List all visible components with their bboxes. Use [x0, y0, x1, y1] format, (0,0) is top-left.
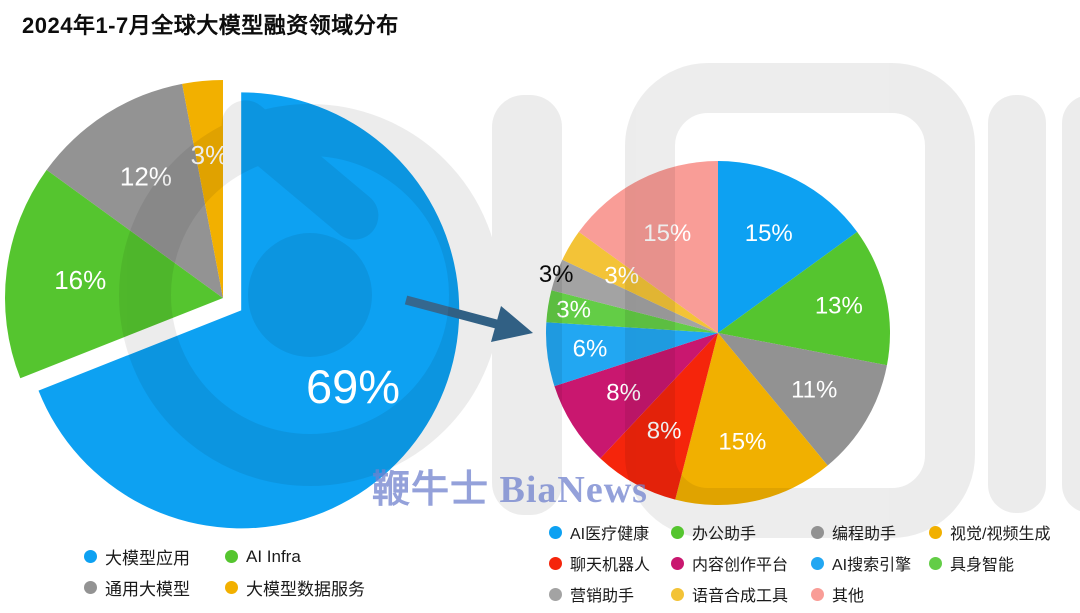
legend-label: 聊天机器人	[570, 557, 651, 574]
legend-item-语音合成工具: 语音合成工具	[671, 582, 811, 606]
legend-swatch-icon	[811, 556, 824, 570]
legend-swatch-icon	[929, 525, 942, 539]
legend-item-AI医疗健康: AI医疗健康	[549, 520, 671, 544]
percent-label-内容创作平台: 8%	[606, 379, 641, 406]
legend-item-大模型数据服务: 大模型数据服务	[225, 575, 425, 600]
legend-item-视觉/视频生成: 视觉/视频生成	[929, 520, 1079, 544]
legend-item-具身智能: 具身智能	[929, 551, 1079, 575]
pie-slice-AI Infra	[5, 169, 224, 379]
pie-slice-编程助手	[718, 333, 887, 466]
percent-label-营销助手: 3%	[539, 261, 574, 288]
pie-slice-具身智能	[546, 290, 718, 333]
legend-applications: AI医疗健康 办公助手 编程助手 视觉/视频生成聊天机器人 内容创作平台 AI搜索引擎 具身…	[549, 520, 1079, 606]
legend-swatch-icon	[671, 587, 684, 601]
legend-label: AI医疗健康	[570, 526, 650, 543]
percent-label-大模型应用: 69%	[306, 360, 400, 413]
pie-slice-AI搜索引擎	[546, 322, 718, 387]
percent-label-办公助手: 13%	[815, 292, 863, 319]
legend-label: 其他	[832, 588, 865, 605]
percent-label-通用大模型: 12%	[120, 162, 172, 192]
legend-item-通用大模型: 通用大模型	[84, 575, 225, 600]
legend-item-办公助手: 办公助手	[671, 520, 811, 544]
arrow-icon	[404, 295, 533, 342]
page-title: 2024年1-7月全球大模型融资领域分布	[22, 13, 399, 38]
legend-item-其他: 其他	[811, 582, 929, 606]
legend-swatch-icon	[84, 550, 97, 563]
legend-label: 具身智能	[950, 557, 1015, 574]
legend-item-聊天机器人: 聊天机器人	[549, 551, 671, 575]
percent-label-其他: 15%	[643, 220, 691, 247]
pie-slice-AI医疗健康	[718, 161, 858, 333]
pie-slice-视觉/视频生成	[675, 333, 828, 505]
legend-swatch-icon	[671, 525, 684, 539]
percent-label-AI Infra: 16%	[54, 265, 106, 295]
pie-slice-营销助手	[551, 259, 718, 333]
pie-slice-大模型数据服务	[182, 80, 223, 298]
pie-slice-语音合成工具	[562, 231, 718, 333]
pie-slice-办公助手	[718, 231, 891, 366]
legend-label: 办公助手	[692, 526, 757, 543]
legend-item-大模型应用: 大模型应用	[84, 544, 225, 569]
legend-label: 大模型应用	[105, 549, 190, 568]
legend-swatch-icon	[84, 581, 97, 594]
percent-label-编程助手: 11%	[791, 376, 837, 403]
legend-swatch-icon	[549, 525, 562, 539]
legend-label: AI搜索引擎	[832, 557, 912, 574]
bianews-watermark: 鞭牛士 BiaNews	[372, 469, 648, 511]
legend-label: 营销助手	[570, 588, 635, 605]
legend-swatch-icon	[811, 525, 824, 539]
legend-label: 语音合成工具	[692, 588, 789, 605]
pie-slice-内容创作平台	[554, 333, 718, 459]
percent-label-大模型数据服务: 3%	[191, 140, 229, 170]
right-pie: 15%13%11%15%8%8%6%3%3% 3%15%	[539, 161, 891, 505]
legend-label: 通用大模型	[105, 580, 190, 599]
legend-label: 大模型数据服务	[246, 580, 365, 599]
legend-swatch-icon	[225, 581, 238, 594]
percent-label-视觉/视频生成: 15%	[718, 429, 766, 456]
legend-overall: 大模型应用 AI Infra 通用大模型 大模型数据服务	[84, 544, 425, 600]
percent-label-聊天机器人: 8%	[647, 417, 682, 444]
legend-item-AI Infra: AI Infra	[225, 544, 425, 569]
legend-item-内容创作平台: 内容创作平台	[671, 551, 811, 575]
percent-label-AI搜索引擎: 6%	[573, 336, 608, 363]
legend-swatch-icon	[671, 556, 684, 570]
legend-label: 视觉/视频生成	[950, 526, 1051, 543]
legend-item-营销助手: 营销助手	[549, 582, 671, 606]
pie-slice-通用大模型	[46, 83, 224, 298]
legend-item-AI搜索引擎: AI搜索引擎	[811, 551, 929, 575]
legend-swatch-icon	[929, 556, 942, 570]
legend-swatch-icon	[225, 550, 238, 563]
legend-swatch-icon	[549, 556, 562, 570]
pie-slice-其他	[578, 161, 718, 333]
legend-swatch-icon	[811, 587, 824, 601]
legend-label: 内容创作平台	[692, 557, 789, 574]
legend-item-编程助手: 编程助手	[811, 520, 929, 544]
legend-swatch-icon	[549, 587, 562, 601]
percent-label-AI医疗健康: 15%	[745, 220, 793, 247]
legend-label: 编程助手	[832, 526, 897, 543]
percent-label-语音合成工具: 3%	[604, 263, 639, 290]
percent-label-具身智能: 3%	[556, 297, 591, 324]
legend-label: AI Infra	[246, 546, 301, 566]
